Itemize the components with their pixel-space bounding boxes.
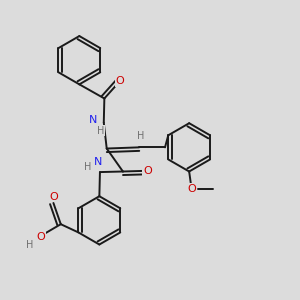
Text: O: O (187, 184, 196, 194)
Text: O: O (143, 166, 152, 176)
Text: N: N (94, 157, 103, 167)
Text: H: H (26, 240, 33, 250)
Text: O: O (50, 191, 58, 202)
Text: O: O (37, 232, 45, 242)
Text: H: H (97, 126, 104, 136)
Text: N: N (88, 115, 97, 125)
Text: H: H (137, 130, 144, 141)
Text: H: H (84, 162, 91, 172)
Text: O: O (115, 76, 124, 86)
